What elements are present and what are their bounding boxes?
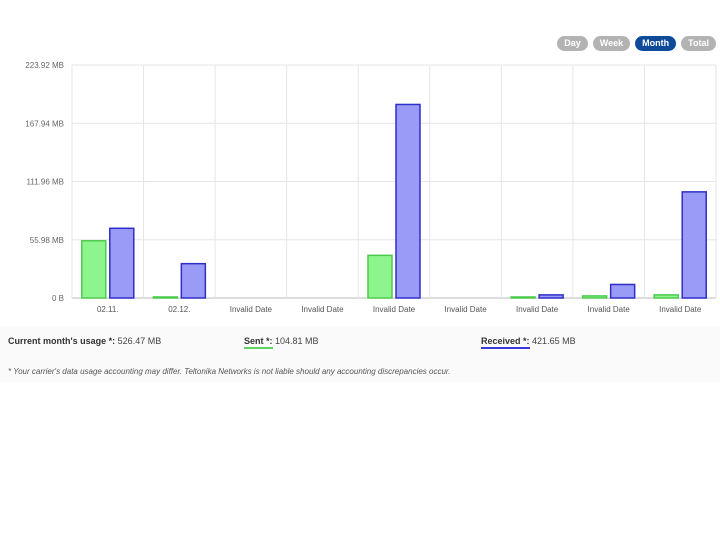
tab-week[interactable]: Week (592, 36, 631, 51)
sent-usage-label: Sent *: (244, 336, 273, 349)
sent-bar (653, 294, 679, 299)
y-tick-label: 0 B (52, 294, 64, 303)
received-bar (609, 283, 636, 299)
sent-bar (510, 296, 536, 299)
tab-total[interactable]: Total (681, 36, 716, 51)
tab-month[interactable]: Month (635, 36, 677, 51)
sent-usage-value: 104.81 MB (275, 336, 319, 346)
current-usage: Current month's usage *: 526.47 MB (8, 336, 161, 346)
sent-bar (367, 254, 393, 299)
received-bar (109, 227, 135, 299)
y-tick-label: 223.92 MB (25, 61, 64, 70)
received-bar (395, 103, 421, 299)
received-usage-label: Received *: (481, 336, 530, 349)
y-tick-label: 167.94 MB (25, 119, 64, 128)
x-tick-label: Invalid Date (230, 305, 273, 314)
current-usage-label: Current month's usage *: (8, 336, 116, 346)
x-tick-label: Invalid Date (588, 305, 631, 314)
sent-usage: Sent *: 104.81 MB (244, 336, 319, 349)
received-bar (681, 191, 707, 299)
x-tick-label: Invalid Date (659, 305, 702, 314)
sent-bar (152, 296, 179, 299)
received-usage: Received *: 421.65 MB (481, 336, 576, 349)
sent-bar (81, 240, 107, 299)
data-usage-chart: 0 B 55.98 MB 111.96 MB 167.94 MB 223.92 MB 02… (25, 61, 717, 314)
current-usage-value: 526.47 MB (117, 336, 162, 346)
x-tick-label: Invalid Date (444, 305, 487, 314)
x-tick-label: Invalid Date (373, 305, 416, 314)
received-bar (180, 262, 207, 299)
sent-bar (581, 295, 608, 299)
x-tick-label: Invalid Date (516, 305, 559, 314)
summary-background (0, 326, 720, 382)
y-tick-label: 55.98 MB (30, 236, 64, 245)
x-tick-label: 02.11. (97, 305, 119, 314)
x-tick-label: Invalid Date (301, 305, 344, 314)
range-tabs: Day Week Month Total (557, 36, 716, 51)
y-tick-label: 111.96 MB (26, 178, 64, 187)
tab-day[interactable]: Day (557, 36, 588, 51)
received-usage-value: 421.65 MB (532, 336, 576, 346)
x-tick-label: 02.12. (168, 305, 190, 314)
disclaimer-note: * Your carrier's data usage accounting m… (8, 367, 451, 376)
received-bar (538, 294, 564, 299)
usage-summary: Current month's usage *: 526.47 MB Sent … (8, 336, 708, 352)
